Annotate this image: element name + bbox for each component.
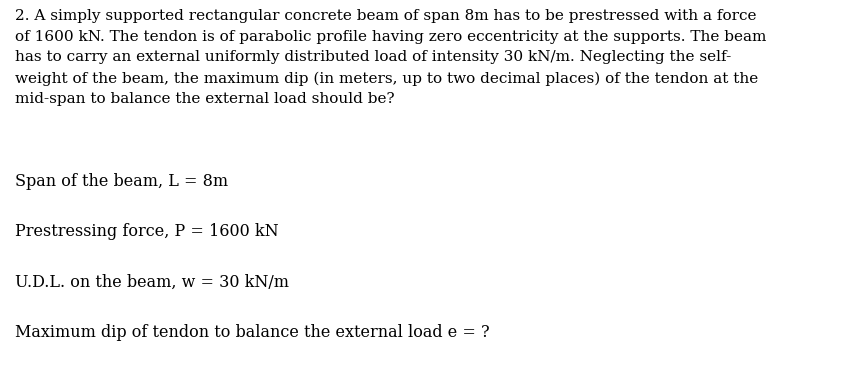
Text: Prestressing force, P = 1600 kN: Prestressing force, P = 1600 kN <box>15 223 279 240</box>
Text: Span of the beam, L = 8m: Span of the beam, L = 8m <box>15 173 228 190</box>
Text: 2. A simply supported rectangular concrete beam of span 8m has to be prestressed: 2. A simply supported rectangular concre… <box>15 9 766 106</box>
Text: Maximum dip of tendon to balance the external load e = ?: Maximum dip of tendon to balance the ext… <box>15 324 490 341</box>
Text: U.D.L. on the beam, w = 30 kN/m: U.D.L. on the beam, w = 30 kN/m <box>15 273 289 291</box>
